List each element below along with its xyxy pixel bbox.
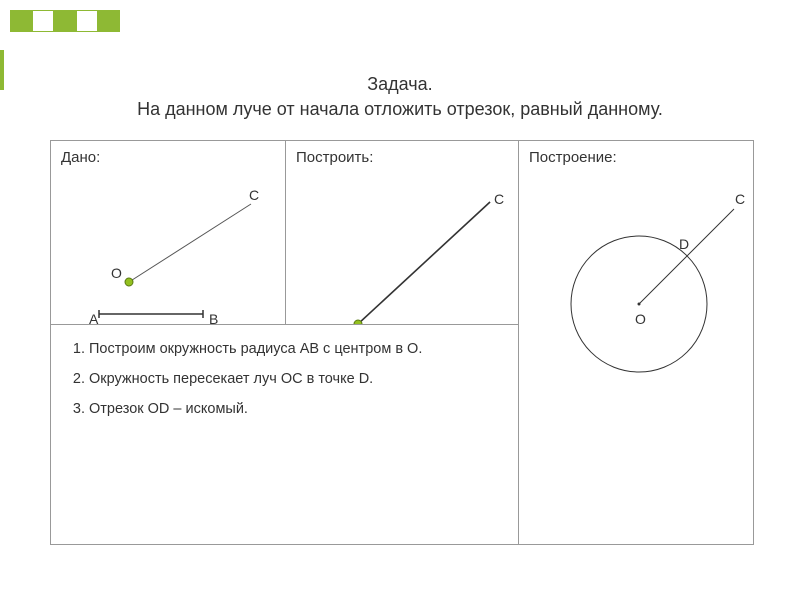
step-2: Окружность пересекает луч OC в точке D. <box>89 369 508 391</box>
decor-sq-4 <box>76 10 98 32</box>
decor-sq-2 <box>32 10 54 32</box>
svg-text:A: A <box>89 311 99 324</box>
slide: Задача. На данном луче от начала отложит… <box>0 0 800 600</box>
decor-sq-5 <box>98 10 120 32</box>
cell-steps: Построим окружность радиуса AB с центром… <box>51 325 519 545</box>
decor-squares <box>10 10 120 32</box>
title-block: Задача. На данном луче от начала отложит… <box>0 72 800 122</box>
header-build: Построить: <box>296 149 373 166</box>
title-line-1: Задача. <box>0 72 800 97</box>
diagram-given: A B O C <box>51 174 285 324</box>
svg-text:O: O <box>111 265 122 281</box>
svg-text:D: D <box>679 236 689 252</box>
content-table: Дано: ABOC Построить: OC Построение: <box>50 140 754 545</box>
svg-text:C: C <box>249 187 259 203</box>
svg-text:C: C <box>494 191 504 207</box>
cell-given: Дано: A B O C <box>51 141 286 325</box>
svg-text:O: O <box>342 321 353 324</box>
decor-sq-3 <box>54 10 76 32</box>
header-given: Дано: <box>61 149 100 166</box>
cell-construction: Построение: O D C <box>519 141 754 545</box>
cell-build: Построить: OC <box>286 141 519 325</box>
svg-text:C: C <box>735 191 745 207</box>
svg-text:B: B <box>209 311 218 324</box>
header-construction: Построение: <box>529 149 617 166</box>
step-1: Построим окружность радиуса AB с центром… <box>89 339 508 361</box>
decor-sq-1 <box>10 10 32 32</box>
diagram-build: OC <box>286 174 518 324</box>
diagram-construction: O D C <box>519 174 753 534</box>
title-line-2: На данном луче от начала отложить отрезо… <box>0 97 800 122</box>
svg-text:O: O <box>635 311 646 327</box>
steps-list: Построим окружность радиуса AB с центром… <box>61 339 508 420</box>
step-3: Отрезок OD – искомый. <box>89 399 508 421</box>
